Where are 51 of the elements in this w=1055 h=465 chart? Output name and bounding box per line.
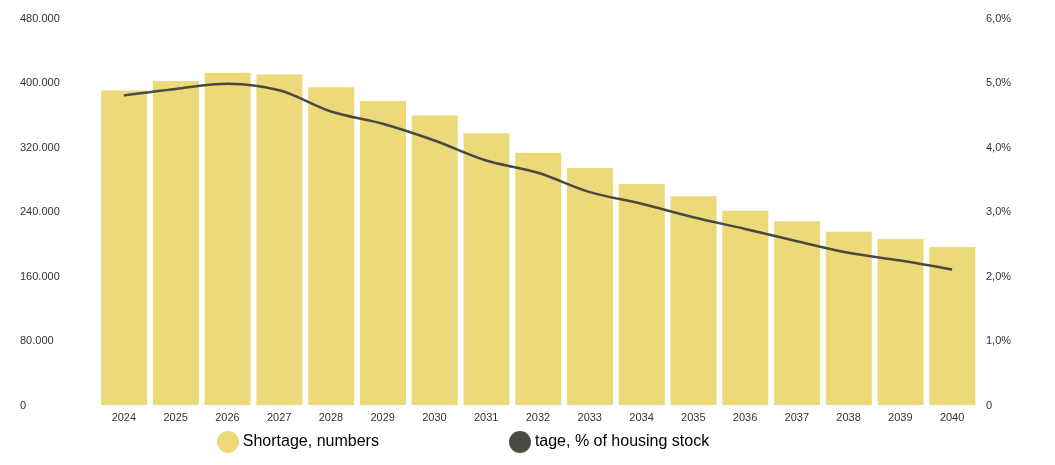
y-tick-label: 160.000 — [20, 269, 60, 282]
x-tick-label: 2026 — [215, 410, 240, 423]
x-tick-label: 2030 — [422, 410, 447, 423]
x-tick-label: 2032 — [525, 410, 551, 423]
bar — [618, 184, 665, 405]
y-tick-label: 480.000 — [20, 11, 60, 24]
x-tick-label: 2033 — [577, 410, 603, 423]
x-tick-label: 2024 — [111, 410, 137, 423]
bar — [877, 238, 924, 405]
x-tick-label: 2025 — [163, 410, 188, 423]
x-tick-label: 2035 — [681, 410, 706, 423]
bar — [515, 152, 562, 405]
y-tick-label: 400.000 — [20, 76, 60, 89]
x-tick-label: 2038 — [836, 410, 861, 423]
bar — [204, 72, 251, 405]
x-tick-label: 2027 — [266, 410, 292, 423]
y-tick-label: 80.000 — [20, 334, 54, 347]
bar — [101, 90, 148, 405]
bar — [825, 231, 872, 405]
y2-tick-label: 6,0% — [986, 11, 1012, 24]
y2-tick-label: 4,0% — [986, 140, 1012, 153]
y2-tick-label: 3,0% — [986, 205, 1012, 218]
bar — [670, 196, 717, 405]
x-tick-label: 2029 — [370, 410, 395, 423]
bar — [411, 115, 458, 405]
y2-tick-label: 2,0% — [986, 269, 1012, 282]
bar — [256, 74, 303, 405]
y2-tick-label: 1,0% — [986, 334, 1012, 347]
bar — [359, 101, 406, 405]
y2-tick-label: 0 — [986, 398, 993, 411]
x-tick-label: 2040 — [939, 410, 965, 423]
x-tick-label: 2034 — [629, 410, 654, 423]
bar — [929, 246, 976, 405]
x-tick-label: 2039 — [888, 410, 913, 423]
x-tick-label: 2037 — [784, 410, 810, 423]
x-tick-label: 2028 — [318, 410, 344, 423]
bar — [152, 80, 199, 405]
y-tick-label: 0 — [20, 398, 27, 411]
bar — [308, 87, 355, 405]
y-tick-label: 320.000 — [20, 140, 60, 153]
line-series — [122, 82, 954, 271]
y2-tick-label: 5,0% — [986, 76, 1012, 89]
bar — [463, 133, 510, 405]
y-tick-label: 240.000 — [20, 205, 60, 218]
bar — [774, 221, 821, 405]
x-tick-label: 2036 — [732, 410, 758, 423]
x-tick-label: 2031 — [473, 410, 499, 423]
legend-label: Shortage, numbers — [242, 432, 379, 450]
legend-label: tage, % of housing stock — [534, 432, 710, 450]
bar — [566, 167, 613, 405]
bar — [722, 210, 769, 405]
